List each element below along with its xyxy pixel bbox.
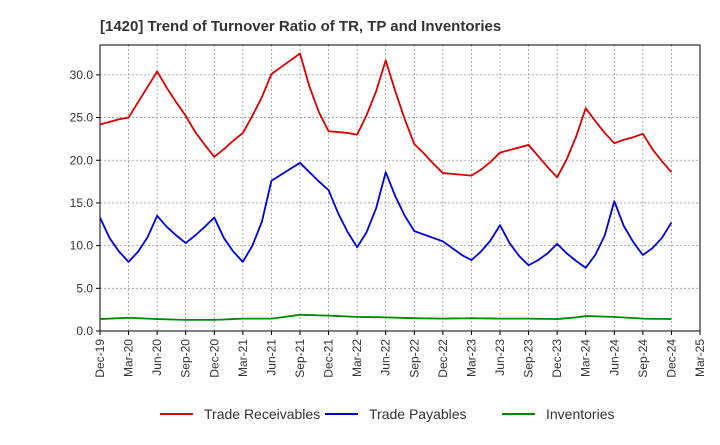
x-tick-label: Jun-24 [607,339,621,376]
x-tick-label: Dec-24 [664,339,678,378]
x-tick-label: Jun-22 [379,339,393,376]
x-tick-label: Sep-24 [636,339,650,378]
x-tick-label: Jun-23 [493,339,507,376]
x-tick-label: Dec-22 [436,339,450,378]
x-axis-ticks: Dec-19 Mar-20 Jun-20 Sep-20 Dec-20 Mar-21 Jun-… [93,331,707,378]
y-tick-label: 20.0 [70,153,94,167]
x-tick-label: Dec-23 [550,339,564,378]
chart-title: [1420] Trend of Turnover Ratio of TR, TP… [100,18,501,35]
x-tick-label: Mar-25 [693,339,707,377]
x-tick-label: Sep-22 [407,339,421,378]
inventories-line [99,313,672,321]
trade-receivables-line [99,52,673,179]
x-tick-label: Jun-21 [264,339,278,376]
x-tick-label: Sep-21 [293,339,307,378]
legend-label-inventories: Inventories [546,406,614,422]
y-tick-label: 15.0 [70,196,94,210]
x-tick-label: Dec-20 [207,339,221,378]
legend: Trade Receivables Trade Payables Inventori… [160,406,614,422]
y-tick-label: 0.0 [76,324,93,338]
x-tick-label: Sep-23 [522,339,536,378]
trade-payables-line [99,161,673,269]
series-lines [99,52,673,321]
x-tick-label: Mar-24 [579,339,593,377]
y-tick-label: 30.0 [70,68,94,82]
x-tick-label: Mar-23 [464,339,478,377]
x-tick-label: Jun-20 [150,339,164,376]
x-tick-label: Mar-22 [350,339,364,377]
plot-area-frame [99,44,701,332]
y-tick-label: 10.0 [70,239,94,253]
legend-label-trade-receivables: Trade Receivables [204,406,320,422]
gridlines [99,45,701,332]
y-tick-label: 25.0 [70,111,94,125]
legend-label-trade-payables: Trade Payables [369,406,467,422]
x-tick-label: Dec-21 [322,339,336,378]
x-tick-label: Mar-20 [122,339,136,377]
x-tick-label: Mar-21 [236,339,250,377]
y-axis-ticks: 0.0 5.0 10.0 15.0 20.0 25.0 30.0 [70,68,100,338]
x-tick-label: Sep-20 [179,339,193,378]
y-tick-label: 5.0 [76,281,93,295]
x-tick-label: Dec-19 [93,339,107,378]
